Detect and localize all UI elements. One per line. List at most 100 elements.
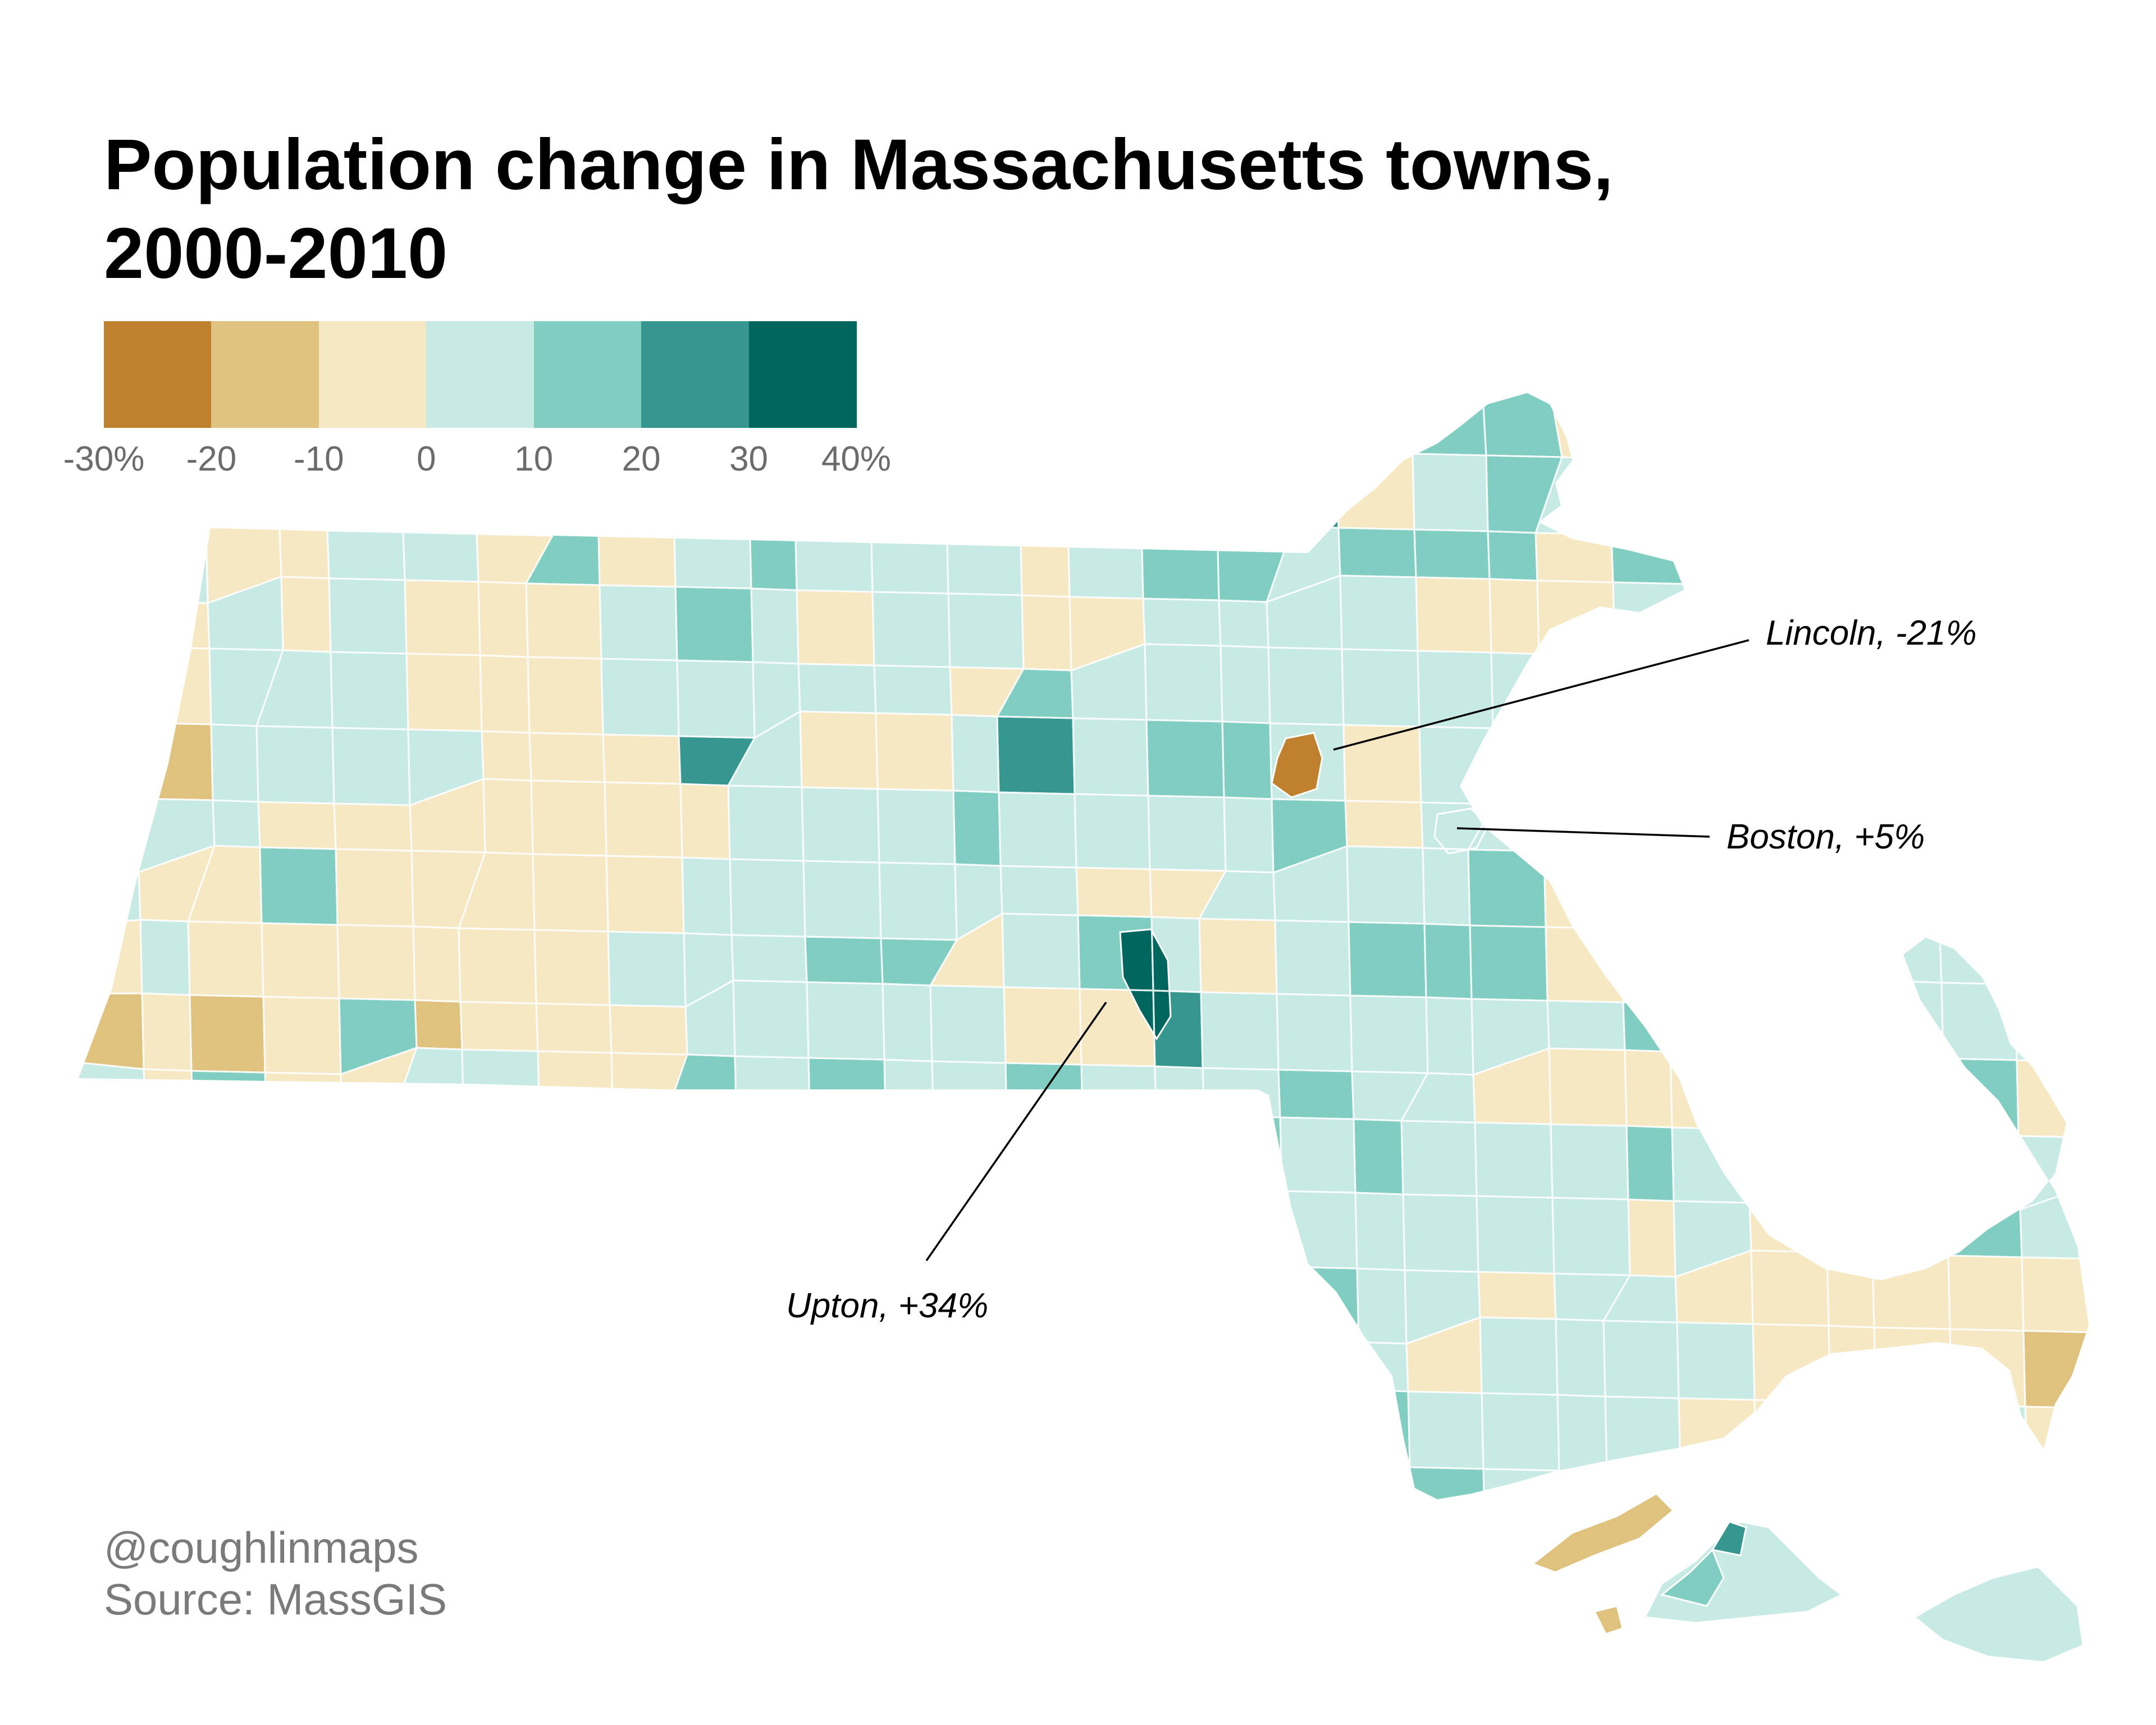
town-shape [1683,460,1761,510]
town-shape [145,1117,195,1192]
town-boundary [668,1476,748,1499]
town-shape [395,1318,471,1396]
town-shape [675,587,753,662]
town-shape [1746,1053,1824,1131]
town-shape [2082,668,2089,717]
town-shape [1334,1390,1410,1467]
town-shape [1627,1126,1674,1201]
town-boundary [817,1451,869,1499]
town-shape [188,846,262,923]
town-shape [664,1252,742,1327]
town-shape [745,1452,820,1499]
town-shape [211,724,258,802]
town-boundary [1742,931,1821,1008]
town-boundary [1938,860,2015,940]
town-boundary [2152,1531,2156,1600]
town-boundary [1758,461,1810,513]
town-boundary [1492,727,1543,806]
town-boundary [868,1527,944,1600]
town-shape [732,935,807,982]
town-boundary [1214,448,1294,527]
town-boundary [272,1390,351,1470]
town-boundary [1614,655,1691,734]
town-shape [475,458,552,536]
town-shape [1148,796,1226,871]
town-shape [2027,1454,2076,1499]
town-shape [934,1137,1009,1184]
town-boundary [1010,1259,1089,1336]
town-boundary [269,1268,349,1345]
town-boundary [1884,661,1964,713]
town-shape [742,1327,817,1404]
town-boundary [343,1194,395,1274]
island-shape [1711,1521,1747,1557]
town-boundary [1747,1128,1826,1206]
town-boundary [1822,1130,1900,1207]
town-shape [1879,1525,1955,1600]
town-shape [1621,929,1697,1004]
town-shape [1470,925,1547,1001]
town-boundary [1139,1534,1214,1600]
town-boundary [1213,1536,1290,1600]
town-shape [478,582,528,657]
town-shape [952,715,999,792]
credits: @coughlinmaps Source: MassGIS [104,1522,447,1625]
town-shape [412,851,485,928]
town-shape [130,526,208,603]
town-shape [258,802,336,849]
town-shape [265,1073,342,1122]
town-shape [997,669,1073,718]
town-shape [1222,722,1272,799]
town-boundary [1819,979,1897,1058]
town-shape [1213,1462,1290,1499]
town-shape [1680,1474,1758,1499]
town-shape [528,657,603,734]
town-shape [1820,981,1895,1057]
legend-swatch [318,321,427,428]
town-shape [464,1125,541,1201]
town-shape [551,460,598,536]
town-boundary [2009,788,2089,866]
town-boundary [1960,663,2036,715]
town-boundary [1011,1531,1078,1600]
town-shape [535,930,610,1005]
town-boundary [201,393,279,454]
town-shape [603,734,680,784]
town-shape [1011,1531,1078,1600]
town-shape [467,1275,545,1322]
town-boundary [661,1203,741,1254]
town-boundary [1879,464,1959,516]
town-shape [1413,393,1486,455]
town-boundary [1951,1404,2028,1455]
town-shape [2013,912,2089,986]
town-shape [1819,934,1894,1007]
town-shape [209,649,283,726]
town-boundary [345,1270,396,1320]
town-boundary [740,393,823,468]
town-shape [129,450,206,527]
town-shape [1544,851,1621,929]
town-shape [2030,441,2079,518]
town-shape [1085,1186,1158,1263]
town-boundary [671,1522,747,1600]
town-shape [947,518,1022,595]
town-boundary [941,1454,1018,1499]
town-boundary [1063,1458,1140,1499]
town-boundary [1684,507,1764,587]
town-shape [1208,1265,1285,1340]
town-shape [1482,393,1562,457]
town-boundary [79,521,133,603]
town-boundary [1008,1183,1088,1263]
town-boundary [1065,393,1146,448]
town-shape [1954,393,2030,467]
town-shape [803,861,881,938]
title-line-2: 2000-2010 [104,213,448,294]
town-boundary [1685,583,1765,660]
town-shape [1616,732,1692,781]
town-shape [1065,1459,1139,1499]
town-boundary [2032,591,2084,669]
town-boundary [1875,1402,1954,1481]
town-boundary [538,393,607,463]
town-boundary [1212,1461,1291,1499]
town-shape [327,531,405,580]
